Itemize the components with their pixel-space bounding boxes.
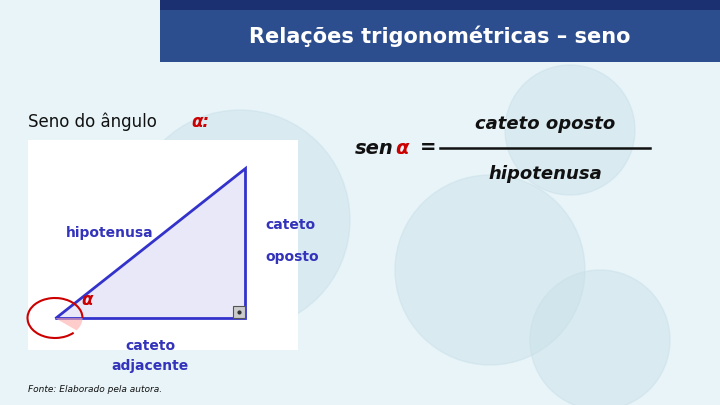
Text: Relações trigonométricas – seno: Relações trigonométricas – seno bbox=[249, 25, 631, 47]
Circle shape bbox=[130, 110, 350, 330]
Text: oposto: oposto bbox=[265, 250, 319, 264]
Text: =: = bbox=[420, 139, 436, 158]
Text: α:: α: bbox=[191, 113, 209, 131]
Bar bbox=[160, 10, 720, 62]
Text: hipotenusa: hipotenusa bbox=[488, 165, 602, 183]
Text: cateto: cateto bbox=[265, 218, 315, 232]
Text: sen: sen bbox=[355, 139, 394, 158]
Circle shape bbox=[395, 175, 585, 365]
Bar bbox=[28, 140, 298, 350]
Text: hipotenusa: hipotenusa bbox=[66, 226, 154, 240]
Circle shape bbox=[530, 270, 670, 405]
Polygon shape bbox=[55, 318, 83, 330]
Bar bbox=[233, 306, 245, 318]
Polygon shape bbox=[55, 168, 245, 318]
Bar bbox=[160, 0, 720, 10]
Text: cateto: cateto bbox=[125, 339, 175, 353]
Text: Fonte: Elaborado pela autora.: Fonte: Elaborado pela autora. bbox=[28, 386, 162, 394]
Circle shape bbox=[505, 65, 635, 195]
Text: α: α bbox=[395, 139, 408, 158]
Text: α: α bbox=[81, 291, 93, 309]
Text: adjacente: adjacente bbox=[112, 359, 189, 373]
Text: Seno do ângulo: Seno do ângulo bbox=[28, 113, 162, 131]
Text: cateto oposto: cateto oposto bbox=[475, 115, 615, 133]
